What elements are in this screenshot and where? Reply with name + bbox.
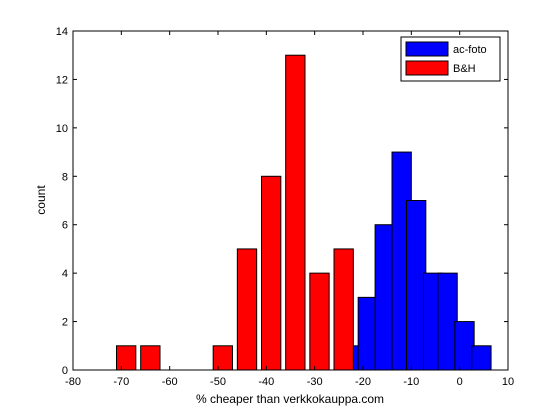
bar-bh [285,54,306,371]
y-tick-label: 4 [62,268,68,280]
y-tick-label: 8 [62,171,68,183]
y-tick-label: 14 [56,26,68,38]
legend-swatch [405,41,449,57]
x-tick-label: -80 [65,376,81,388]
x-tick-label: 10 [502,376,514,388]
x-tick-label: -30 [307,376,323,388]
x-axis-ticks: -80 -70 -60 -50 -40 -30 -20 -10 0 10 [65,31,514,388]
x-tick-label: -60 [162,376,178,388]
y-axis-ticks: 0 2 4 6 8 10 12 14 [56,26,508,377]
x-tick-label: -10 [403,376,419,388]
y-tick-label: 12 [56,74,68,86]
bar-bh [140,345,161,371]
bar-bh [309,272,330,371]
y-tick-label: 10 [56,123,68,135]
bars [116,54,492,371]
x-tick-label: -70 [113,376,129,388]
y-tick-label: 6 [62,220,68,232]
plot-frame [72,30,509,371]
x-tick-label: -20 [355,376,371,388]
legend-label: ac-foto [453,44,487,56]
x-axis-label: % cheaper than verkkokauppa.com [196,392,384,406]
bar-ac-foto [471,345,492,371]
x-tick-label: -40 [258,376,274,388]
legend-label: B&H [453,63,476,75]
x-tick-label: 0 [457,376,463,388]
bar-bh [212,345,233,371]
bar-bh [333,248,354,371]
legend-swatch [405,60,449,76]
legend: ac-foto B&H [400,36,501,82]
bar-bh [116,345,137,371]
bar-bh [236,248,258,371]
bar-bh [261,175,282,371]
x-tick-label: -50 [210,376,226,388]
y-axis-label: count [34,185,48,215]
y-tick-label: 0 [62,365,68,377]
y-tick-label: 2 [62,317,68,329]
